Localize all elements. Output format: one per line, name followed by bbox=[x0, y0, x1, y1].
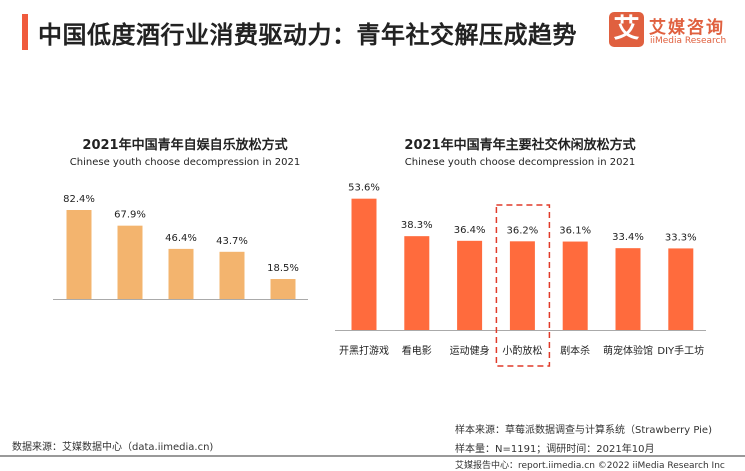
category-label: DIY手工坊 bbox=[657, 344, 704, 357]
page-title: 中国低度酒行业消费驱动力：青年社交解压成趋势 bbox=[38, 21, 577, 49]
data-label: 43.7% bbox=[216, 236, 248, 247]
highlight-box bbox=[495, 204, 551, 367]
footer-divider bbox=[0, 455, 745, 457]
category-label: 小酌放松 bbox=[502, 344, 542, 357]
bar bbox=[509, 241, 535, 330]
data-label: 33.4% bbox=[612, 232, 644, 243]
data-label: 36.2% bbox=[507, 225, 539, 236]
data-label: 46.4% bbox=[165, 233, 197, 244]
chart1-title: 2021年中国青年自娱自乐放松方式 bbox=[82, 138, 288, 153]
bar bbox=[404, 236, 430, 330]
bar bbox=[219, 251, 245, 299]
chart1-subtitle: Chinese youth choose decompression in 20… bbox=[69, 157, 301, 168]
category-label: 萌宠体验馆 bbox=[603, 344, 653, 357]
bar bbox=[562, 241, 588, 330]
data-label: 38.3% bbox=[401, 220, 433, 231]
bar bbox=[351, 198, 377, 330]
bar bbox=[270, 279, 296, 299]
bar bbox=[66, 210, 92, 299]
data-label: 82.4% bbox=[63, 194, 95, 205]
data-label: 33.3% bbox=[665, 232, 697, 243]
logo-mark: 艾 bbox=[609, 12, 644, 47]
chart2-title: 2021年中国青年主要社交休闲放松方式 bbox=[404, 138, 636, 153]
logo-cn: 艾媒咨询 bbox=[649, 18, 725, 38]
chart2-subtitle: Chinese youth choose decompression in 20… bbox=[404, 157, 636, 168]
sample-size: 样本量：N=1191；调研时间：2021年10月 bbox=[455, 444, 655, 455]
data-source: 数据来源：艾媒数据中心（data.iimedia.cn) bbox=[12, 442, 214, 453]
bar bbox=[668, 248, 694, 330]
category-label: 看电影 bbox=[402, 344, 432, 357]
data-label: 53.6% bbox=[348, 183, 380, 194]
data-label: 18.5% bbox=[267, 263, 299, 274]
category-label: 剧本杀 bbox=[560, 344, 590, 357]
report-credit: 艾媒报告中心：report.iimedia.cn ©2022 iiMedia R… bbox=[455, 461, 725, 471]
data-label: 36.1% bbox=[559, 226, 591, 237]
logo-en: iiMedia Research bbox=[650, 36, 727, 46]
sample-source: 样本来源：草莓派数据调查与计算系统（Strawberry Pie) bbox=[455, 425, 712, 436]
category-label: 运动健身 bbox=[450, 344, 490, 357]
data-label: 67.9% bbox=[114, 210, 146, 221]
bar bbox=[615, 248, 641, 330]
data-label: 36.4% bbox=[454, 225, 486, 236]
bar bbox=[168, 248, 194, 299]
category-label: 开黑打游戏 bbox=[339, 344, 389, 357]
bar bbox=[117, 225, 143, 299]
title-accent-bar bbox=[22, 14, 28, 50]
bar bbox=[457, 240, 483, 330]
